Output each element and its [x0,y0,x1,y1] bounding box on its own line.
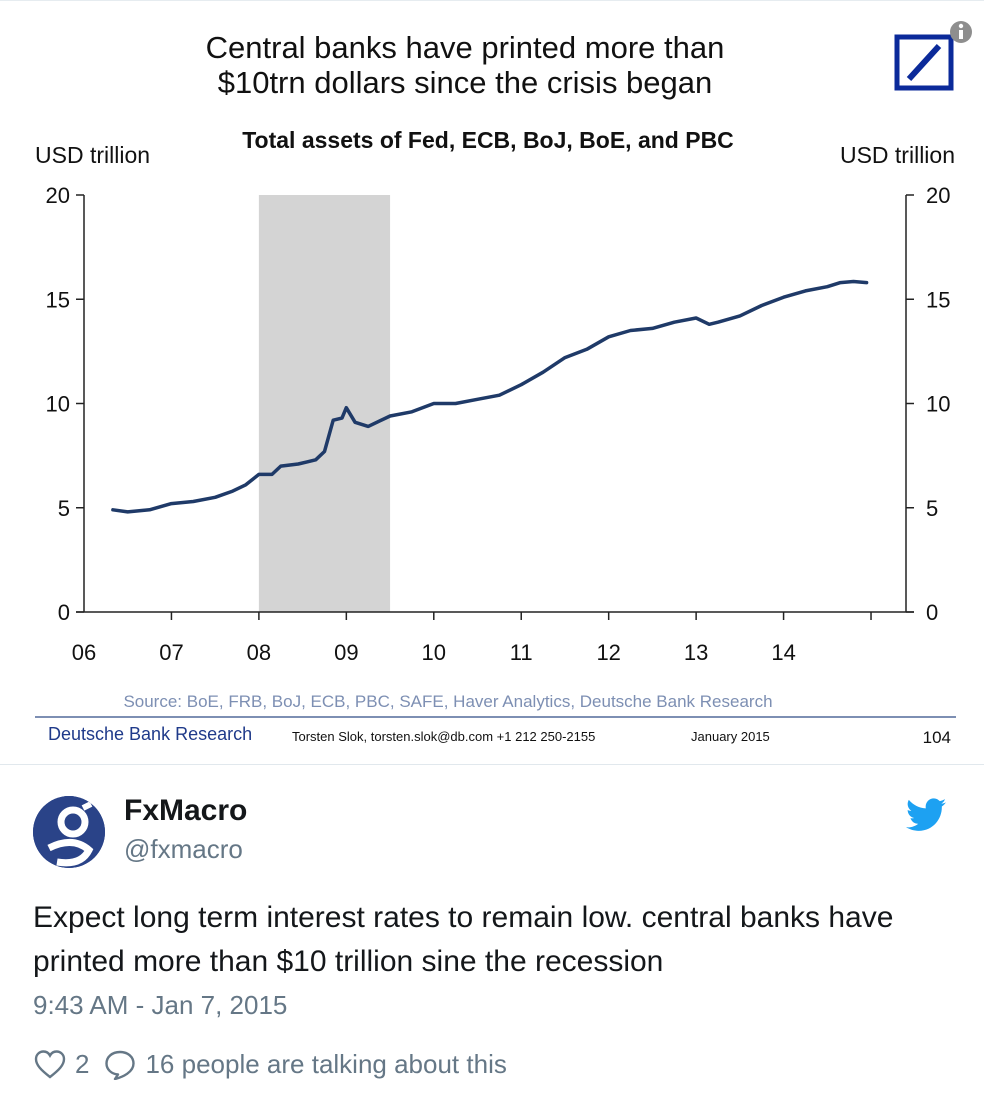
deutsche-bank-logo [894,34,954,91]
reply-bubble-icon[interactable] [103,1048,137,1080]
like-count[interactable]: 2 [75,1048,90,1079]
x-tick-label: 13 [684,640,708,665]
tweet-text: Expect long term interest rates to remai… [33,901,894,978]
info-icon[interactable] [950,21,972,43]
footer-page: 104 [923,728,951,747]
x-tick-label: 08 [247,640,271,665]
left-y-tick-label: 15 [46,287,70,312]
divider [0,764,984,765]
tweet-timestamp[interactable]: 9:43 AM - Jan 7, 2015 [33,990,288,1020]
left-axis-label: USD trillion [35,142,150,168]
x-tick-label: 14 [771,640,795,665]
left-y-tick-label: 10 [46,392,70,417]
right-y-tick-label: 20 [926,183,950,208]
footer-contact: Torsten Slok, torsten.slok@db.com +1 212… [292,729,595,744]
plot-area: 0 0 5 5 10 10 15 15 20 20 06 07 08 09 10 11 12 13 14 [46,183,951,665]
right-y-tick-label: 0 [926,600,938,625]
x-tick-label: 09 [334,640,358,665]
chart-image[interactable]: Central banks have printed more than $10… [0,0,984,763]
user-handle[interactable]: @fxmacro [124,834,243,864]
talking-about-link[interactable]: 16 people are talking about this [145,1048,507,1079]
x-tick-label: 06 [72,640,96,665]
right-axis-label: USD trillion [840,142,955,168]
heart-icon[interactable] [33,1048,67,1080]
chart-source: Source: BoE, FRB, BoJ, ECB, PBC, SAFE, H… [123,692,772,711]
x-tick-label: 10 [422,640,446,665]
tweet-actions: 2 16 people are talking about this [33,1044,507,1084]
left-y-tick-label: 0 [58,600,70,625]
chart-subtitle: Total assets of Fed, ECB, BoJ, BoE, and … [242,127,734,153]
display-name[interactable]: FxMacro [124,794,248,827]
footer-org: Deutsche Bank Research [48,724,252,744]
x-tick-label: 12 [596,640,620,665]
chart-title-line2: $10trn dollars since the crisis began [218,65,713,100]
x-tick-label: 11 [510,640,533,665]
right-y-tick-label: 10 [926,392,950,417]
avatar-logo-icon [33,796,105,868]
shaded-crisis-region [258,195,391,612]
avatar[interactable] [33,796,105,868]
right-y-tick-label: 15 [926,287,950,312]
left-y-tick-label: 5 [58,496,70,521]
right-y-tick-label: 5 [926,496,938,521]
footer-date: January 2015 [691,729,770,744]
left-y-tick-label: 20 [46,183,70,208]
series-line-total-assets [111,279,869,514]
x-tick-label: 07 [159,640,183,665]
twitter-bird-icon[interactable] [906,798,946,832]
chart-title-line1: Central banks have printed more than [206,30,725,65]
chart-svg: Central banks have printed more than $10… [35,21,972,747]
